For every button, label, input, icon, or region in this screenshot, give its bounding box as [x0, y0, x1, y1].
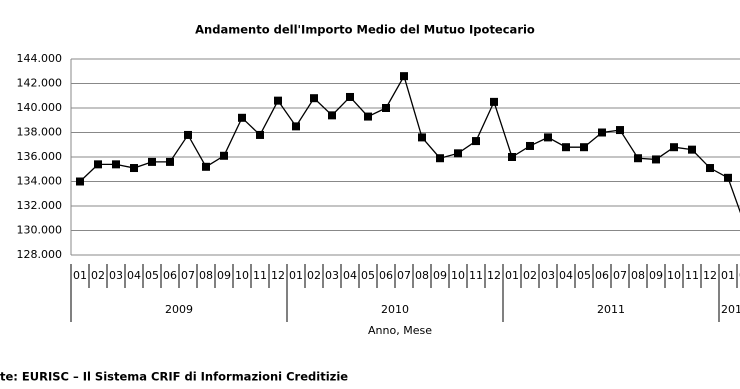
marker — [418, 133, 426, 142]
year-label: 2011 — [597, 303, 625, 316]
x-tick-label: 01 — [289, 269, 303, 282]
x-tick-label: 12 — [271, 269, 285, 282]
marker — [220, 151, 228, 160]
marker — [364, 112, 372, 121]
x-tick-label: 06 — [595, 269, 609, 282]
y-tick-label: 140.000 — [17, 101, 63, 114]
x-tick-label: 03 — [109, 269, 123, 282]
x-tick-label: 09 — [217, 269, 231, 282]
x-tick-label: 01 — [721, 269, 735, 282]
y-tick-label: 138.000 — [17, 126, 63, 139]
marker — [328, 111, 336, 120]
marker — [94, 160, 102, 169]
marker — [562, 143, 570, 152]
marker — [670, 143, 678, 152]
marker — [688, 145, 696, 154]
x-tick-label: 05 — [145, 269, 159, 282]
marker — [112, 160, 120, 169]
x-tick-label: 12 — [703, 269, 717, 282]
marker — [454, 149, 462, 158]
x-tick-label: 11 — [685, 269, 699, 282]
x-tick-label: 05 — [577, 269, 591, 282]
marker — [490, 97, 498, 106]
marker — [400, 72, 408, 81]
marker — [166, 157, 174, 166]
x-tick-label: 09 — [649, 269, 663, 282]
x-tick-label: 04 — [559, 269, 573, 282]
marker — [526, 141, 534, 150]
x-tick-label: 02 — [307, 269, 321, 282]
x-tick-label: 03 — [541, 269, 555, 282]
y-tick-label: 144.000 — [17, 52, 63, 65]
marker — [184, 130, 192, 139]
x-tick-label: 01 — [505, 269, 519, 282]
marker — [292, 122, 300, 131]
marker — [202, 162, 210, 171]
x-tick-label: 03 — [325, 269, 339, 282]
marker — [238, 113, 246, 122]
marker — [544, 133, 552, 142]
marker — [130, 164, 138, 173]
x-tick-label: 08 — [199, 269, 213, 282]
x-tick-label: 09 — [433, 269, 447, 282]
x-axis-label: Anno, Mese — [368, 324, 432, 337]
x-tick-label: 06 — [379, 269, 393, 282]
marker — [598, 128, 606, 137]
year-label: 201 — [721, 303, 740, 316]
x-tick-label: 10 — [235, 269, 249, 282]
x-tick-label: 10 — [667, 269, 681, 282]
marker — [634, 154, 642, 163]
x-tick-label: 07 — [181, 269, 195, 282]
y-tick-label: 136.000 — [17, 150, 63, 163]
marker — [274, 96, 282, 105]
x-tick-label: 08 — [415, 269, 429, 282]
marker — [724, 173, 732, 182]
y-tick-label: 128.000 — [17, 248, 63, 261]
x-tick-label: 01 — [73, 269, 87, 282]
marker — [382, 104, 390, 112]
x-tick-label: 02 — [523, 269, 537, 282]
x-tick-label: 06 — [163, 269, 177, 282]
marker — [310, 94, 318, 103]
source-note: te: EURISC – Il Sistema CRIF di Informaz… — [0, 370, 348, 384]
marker — [76, 177, 84, 186]
marker — [346, 92, 354, 101]
marker — [148, 157, 156, 166]
year-label: 2010 — [381, 303, 409, 316]
x-tick-label: 11 — [469, 269, 483, 282]
marker — [652, 155, 660, 164]
y-tick-label: 132.000 — [17, 199, 63, 212]
x-tick-label: 04 — [343, 269, 357, 282]
y-tick-label: 134.000 — [17, 175, 63, 188]
x-tick-label: 10 — [451, 269, 465, 282]
marker — [472, 137, 480, 146]
marker — [580, 143, 588, 152]
x-tick-label: 08 — [631, 269, 645, 282]
marker — [256, 130, 264, 139]
x-tick-label: 07 — [613, 269, 627, 282]
x-tick-label: 07 — [397, 269, 411, 282]
x-tick-label: 04 — [127, 269, 141, 282]
x-tick-label: 11 — [253, 269, 267, 282]
x-tick-label: 12 — [487, 269, 501, 282]
x-tick-label: 02 — [91, 269, 105, 282]
year-label: 2009 — [165, 303, 193, 316]
marker — [706, 164, 714, 173]
marker — [436, 154, 444, 163]
y-tick-label: 130.000 — [17, 224, 63, 237]
y-tick-label: 142.000 — [17, 77, 63, 90]
line — [79, 74, 740, 214]
marker — [508, 153, 516, 161]
chart-title: Andamento dell'Importo Medio del Mutuo I… — [195, 23, 535, 37]
x-tick-label: 05 — [361, 269, 375, 282]
marker — [616, 126, 624, 135]
